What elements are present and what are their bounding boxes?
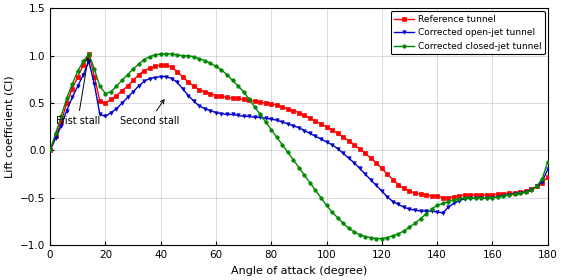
Corrected closed-jet tunnel	[113, 84, 120, 88]
Corrected open-jet tunnel	[539, 180, 546, 183]
Corrected open-jet tunnel	[113, 107, 120, 111]
Reference tunnel	[439, 196, 446, 199]
Reference tunnel	[85, 52, 92, 55]
Corrected closed-jet tunnel	[373, 237, 380, 240]
Corrected closed-jet tunnel	[545, 160, 551, 164]
Text: Frist stall: Frist stall	[56, 58, 100, 126]
Corrected open-jet tunnel	[545, 168, 551, 171]
Corrected open-jet tunnel	[340, 152, 347, 155]
Y-axis label: Lift coefficient (Cl): Lift coefficient (Cl)	[4, 76, 15, 178]
Corrected open-jet tunnel	[85, 60, 92, 63]
Reference tunnel	[113, 94, 120, 97]
Legend: Reference tunnel, Corrected open-jet tunnel, Corrected closed-jet tunnel: Reference tunnel, Corrected open-jet tun…	[391, 11, 545, 54]
Corrected open-jet tunnel	[47, 149, 53, 152]
Corrected open-jet tunnel	[169, 77, 175, 80]
Corrected closed-jet tunnel	[340, 222, 347, 225]
Line: Reference tunnel: Reference tunnel	[48, 52, 550, 200]
Reference tunnel	[169, 66, 175, 69]
Reference tunnel	[478, 193, 484, 197]
Corrected closed-jet tunnel	[85, 52, 92, 55]
Corrected closed-jet tunnel	[169, 52, 175, 55]
Line: Corrected open-jet tunnel: Corrected open-jet tunnel	[48, 60, 550, 215]
Corrected closed-jet tunnel	[47, 149, 53, 152]
Line: Corrected closed-jet tunnel: Corrected closed-jet tunnel	[48, 52, 550, 240]
Reference tunnel	[47, 149, 53, 152]
Reference tunnel	[179, 75, 186, 78]
Corrected closed-jet tunnel	[179, 54, 186, 57]
Text: Second stall: Second stall	[120, 100, 179, 126]
Reference tunnel	[539, 181, 546, 184]
Corrected open-jet tunnel	[478, 196, 484, 199]
Corrected closed-jet tunnel	[478, 196, 484, 199]
X-axis label: Angle of attack (degree): Angle of attack (degree)	[231, 265, 367, 276]
Reference tunnel	[545, 175, 551, 179]
Corrected closed-jet tunnel	[539, 177, 546, 181]
Corrected open-jet tunnel	[439, 211, 446, 215]
Corrected open-jet tunnel	[179, 87, 186, 91]
Reference tunnel	[340, 136, 347, 139]
